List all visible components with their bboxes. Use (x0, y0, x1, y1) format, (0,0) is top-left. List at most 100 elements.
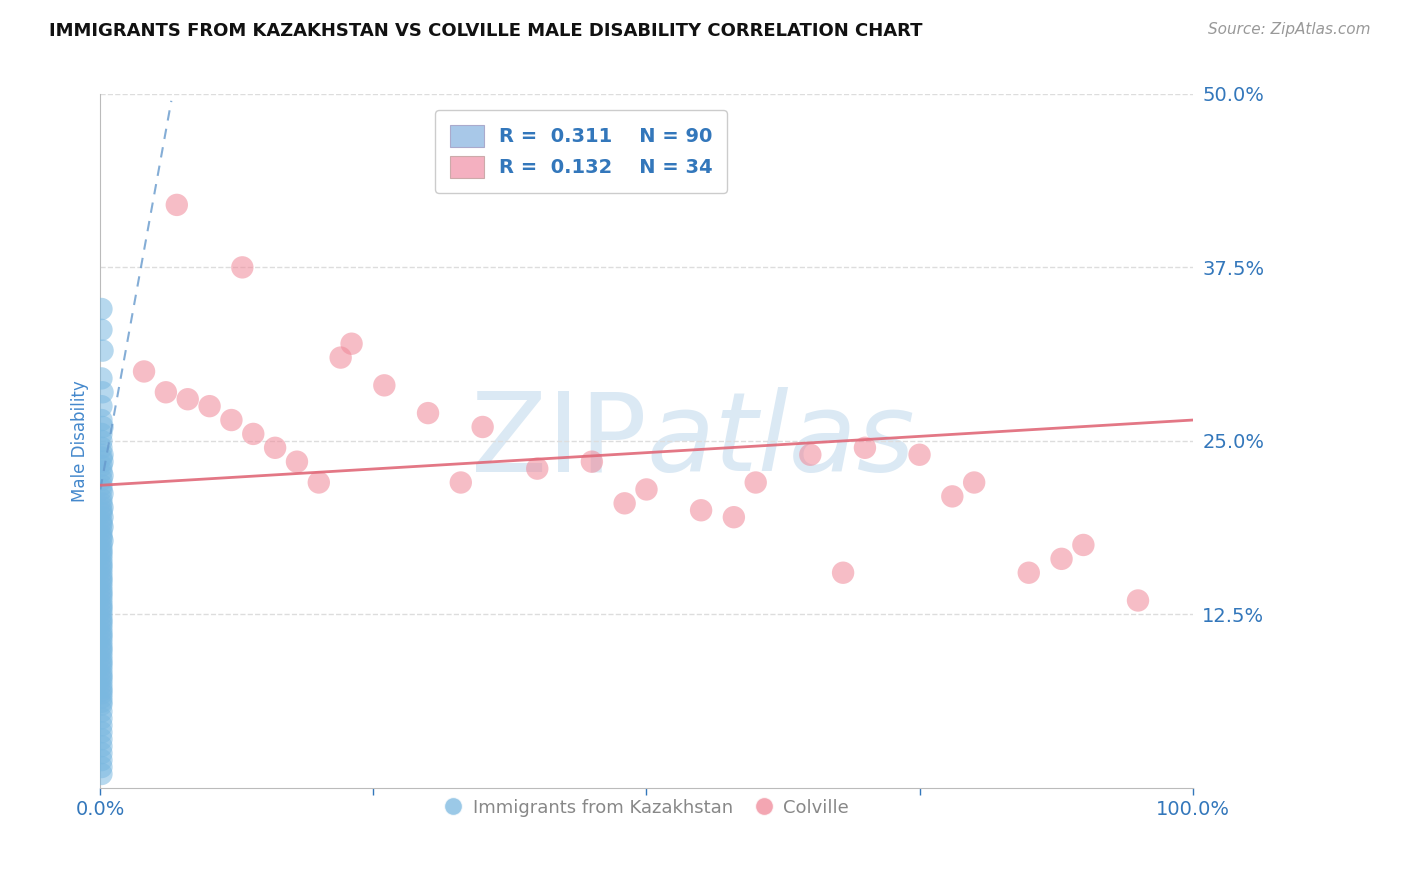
Text: IMMIGRANTS FROM KAZAKHSTAN VS COLVILLE MALE DISABILITY CORRELATION CHART: IMMIGRANTS FROM KAZAKHSTAN VS COLVILLE M… (49, 22, 922, 40)
Point (90, 617, 112, 632)
Point (90, 580, 112, 594)
Point (90, 524, 112, 538)
Point (90, 514, 112, 528)
Point (90, 746, 112, 760)
Point (340, 336, 363, 351)
Point (91, 343, 114, 358)
Point (90, 673, 112, 687)
Point (90, 371, 112, 385)
Point (90, 718, 112, 732)
Point (90, 575, 112, 590)
Point (90, 690, 112, 705)
Point (90, 753, 112, 767)
Point (90, 760, 112, 774)
Point (90, 681, 112, 695)
Point (90, 506, 112, 520)
Point (90, 739, 112, 754)
Point (1050, 552, 1073, 566)
Point (90, 561, 112, 575)
Point (90, 642, 112, 657)
Point (198, 399, 221, 413)
Point (90, 458, 112, 473)
Point (90, 413, 112, 427)
Point (90, 658, 112, 673)
Point (90, 464, 112, 478)
Point (90, 590, 112, 604)
Point (90, 725, 112, 739)
Point (90, 586, 112, 600)
Point (90, 517, 112, 532)
Point (90, 426, 112, 441)
Point (90, 670, 112, 684)
Point (1126, 593, 1149, 607)
Point (90, 556, 112, 570)
Point (90, 399, 112, 413)
Point (90, 323, 112, 337)
Point (526, 461, 548, 475)
Point (90, 683, 112, 698)
Point (90, 603, 112, 617)
Point (90, 615, 112, 629)
Point (416, 406, 439, 420)
Point (91, 533, 114, 548)
Point (90, 695, 112, 709)
Point (90, 566, 112, 580)
Y-axis label: Male Disability: Male Disability (72, 380, 89, 501)
Point (90, 528, 112, 542)
Point (690, 503, 713, 517)
Point (471, 420, 494, 434)
Point (90, 552, 112, 566)
Legend: Immigrants from Kazakhstan, Colville: Immigrants from Kazakhstan, Colville (437, 791, 856, 824)
Point (799, 448, 821, 462)
Point (90, 711, 112, 725)
Point (242, 426, 264, 441)
Point (1018, 566, 1040, 580)
Point (90, 483, 112, 497)
Point (90, 663, 112, 677)
Point (90, 611, 112, 625)
Point (90, 570, 112, 584)
Point (90, 473, 112, 487)
Point (91, 455, 114, 469)
Point (90, 732, 112, 747)
Point (90, 625, 112, 640)
Point (90, 542, 112, 557)
Point (155, 385, 177, 400)
Point (90, 628, 112, 642)
Point (636, 483, 658, 497)
Point (91, 486, 114, 500)
Point (91, 500, 114, 515)
Point (90, 301, 112, 316)
Point (285, 455, 308, 469)
Point (744, 475, 766, 490)
Point (90, 600, 112, 615)
Point (1073, 538, 1095, 552)
Point (90, 621, 112, 635)
Point (90, 686, 112, 700)
Point (329, 351, 352, 365)
Point (832, 566, 855, 580)
Point (90, 450, 112, 465)
Text: atlas: atlas (647, 387, 915, 494)
Point (90, 583, 112, 598)
Point (90, 607, 112, 622)
Point (853, 441, 876, 455)
Point (91, 385, 114, 400)
Text: ZIP: ZIP (471, 387, 647, 494)
Point (90, 538, 112, 552)
Point (90, 492, 112, 507)
Point (90, 648, 112, 663)
Point (90, 677, 112, 691)
Point (90, 593, 112, 607)
Point (264, 441, 287, 455)
Point (90, 698, 112, 712)
Point (91, 420, 114, 434)
Point (90, 653, 112, 667)
Point (90, 645, 112, 659)
Point (373, 378, 395, 392)
Point (723, 510, 745, 524)
Point (90, 496, 112, 510)
Point (581, 455, 603, 469)
Point (91, 520, 114, 534)
Point (90, 573, 112, 587)
